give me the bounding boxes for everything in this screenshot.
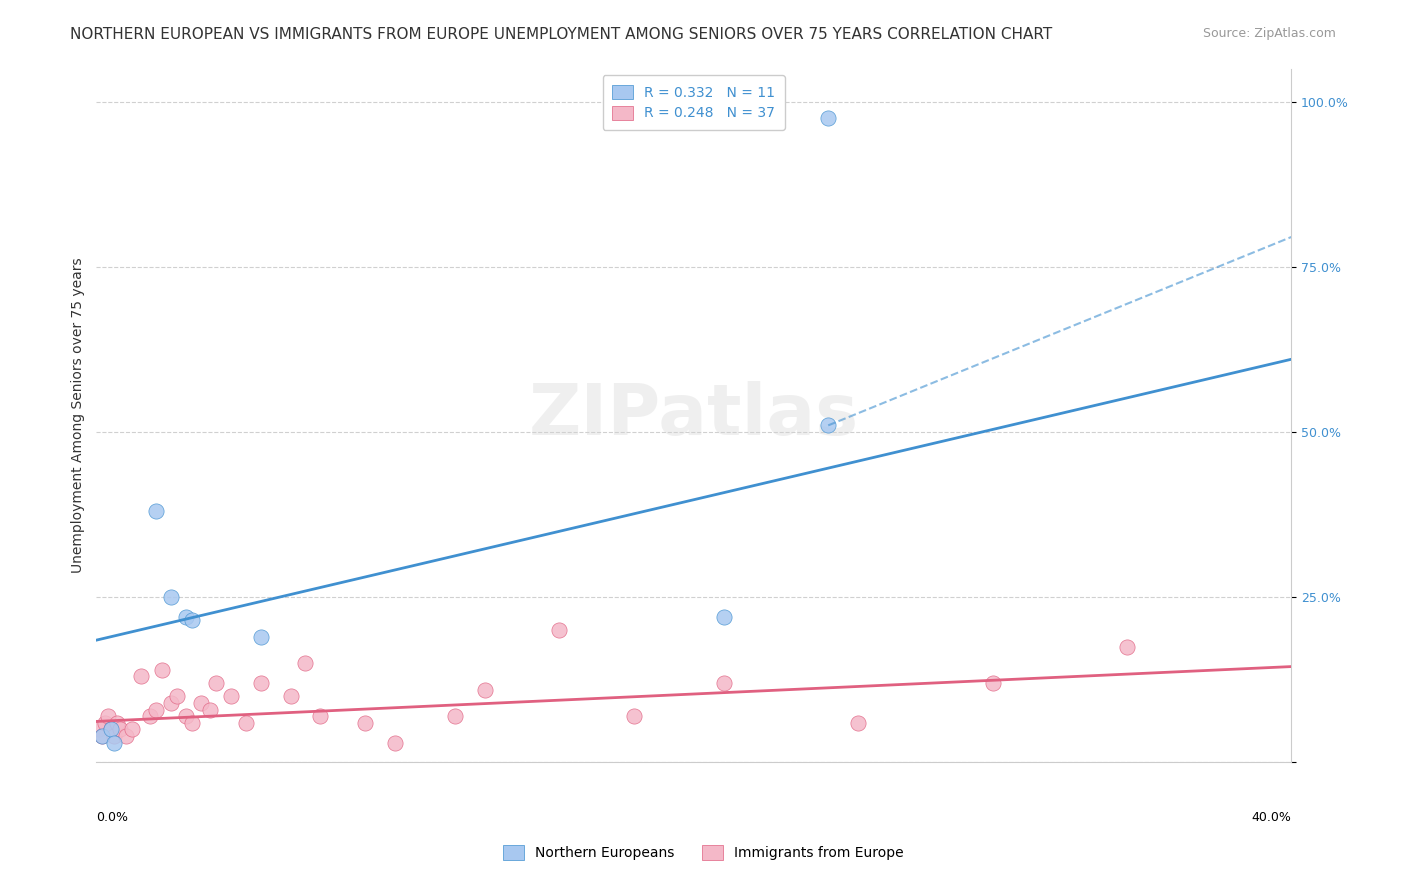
Point <box>160 696 183 710</box>
Point <box>474 682 496 697</box>
Point <box>103 735 125 749</box>
Point <box>713 676 735 690</box>
Point <box>548 624 571 638</box>
Point <box>817 418 839 433</box>
Point <box>110 723 132 737</box>
Point <box>103 729 125 743</box>
Point <box>105 715 128 730</box>
Point <box>174 709 197 723</box>
Y-axis label: Unemployment Among Seniors over 75 years: Unemployment Among Seniors over 75 years <box>72 258 86 574</box>
Point <box>145 702 167 716</box>
Point <box>384 735 406 749</box>
Point <box>713 610 735 624</box>
Point <box>190 696 212 710</box>
Point <box>166 690 188 704</box>
Point <box>280 690 302 704</box>
Point <box>1116 640 1139 654</box>
Point <box>97 709 120 723</box>
Point <box>100 723 122 737</box>
Point <box>91 729 114 743</box>
Text: Source: ZipAtlas.com: Source: ZipAtlas.com <box>1202 27 1336 40</box>
Point <box>623 709 645 723</box>
Text: 0.0%: 0.0% <box>97 811 128 824</box>
Point <box>89 723 111 737</box>
Point <box>160 590 183 604</box>
Point <box>91 729 114 743</box>
Point <box>205 676 228 690</box>
Point <box>846 715 869 730</box>
Point <box>129 669 152 683</box>
Point <box>145 504 167 518</box>
Point <box>139 709 162 723</box>
Point <box>309 709 332 723</box>
Point <box>981 676 1004 690</box>
Point <box>150 663 173 677</box>
Point <box>181 715 204 730</box>
Point <box>443 709 465 723</box>
Text: 40.0%: 40.0% <box>1251 811 1291 824</box>
Point <box>174 610 197 624</box>
Point <box>121 723 143 737</box>
Point <box>354 715 377 730</box>
Point <box>235 715 257 730</box>
Point <box>100 723 122 737</box>
Point <box>198 702 221 716</box>
Text: ZIPatlas: ZIPatlas <box>529 381 859 450</box>
Legend: Northern Europeans, Immigrants from Europe: Northern Europeans, Immigrants from Euro… <box>496 838 910 867</box>
Point <box>294 657 316 671</box>
Point <box>181 613 204 627</box>
Point <box>817 111 839 125</box>
Point <box>94 715 117 730</box>
Point <box>115 729 138 743</box>
Text: NORTHERN EUROPEAN VS IMMIGRANTS FROM EUROPE UNEMPLOYMENT AMONG SENIORS OVER 75 Y: NORTHERN EUROPEAN VS IMMIGRANTS FROM EUR… <box>70 27 1053 42</box>
Point <box>249 676 271 690</box>
Point <box>249 630 271 644</box>
Legend: R = 0.332   N = 11, R = 0.248   N = 37: R = 0.332 N = 11, R = 0.248 N = 37 <box>603 76 785 130</box>
Point <box>219 690 242 704</box>
